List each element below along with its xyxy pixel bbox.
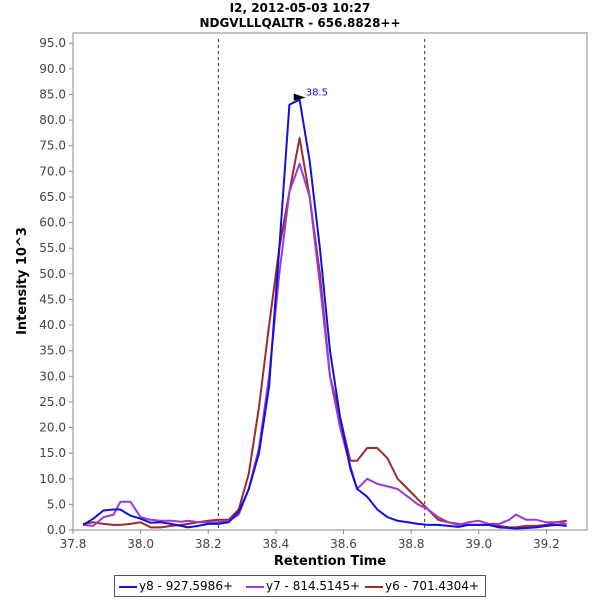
- y-tick-label: 95.0: [39, 36, 66, 50]
- y-tick-label: 65.0: [39, 190, 66, 204]
- y-tick-label: 15.0: [39, 446, 66, 460]
- x-tick-label: 38.0: [127, 537, 154, 551]
- y-tick-label: 85.0: [39, 87, 66, 101]
- legend-item-y8: y8 - 927.5986+: [119, 579, 233, 593]
- y-tick-label: 40.0: [39, 318, 66, 332]
- x-tick-label: 39.0: [465, 537, 492, 551]
- x-tick-label: 38.8: [398, 537, 425, 551]
- legend-label-y8: y8 - 927.5986+: [139, 579, 234, 593]
- y-tick-label: 80.0: [39, 113, 66, 127]
- y-tick-label: 20.0: [39, 421, 66, 435]
- series-line-y7: [83, 162, 567, 527]
- y-tick-label: 30.0: [39, 369, 66, 383]
- y-tick-label: 35.0: [39, 344, 66, 358]
- chart-title: I2, 2012-05-03 10:27: [229, 1, 371, 15]
- y-tick-label: 0.0: [47, 523, 66, 537]
- legend-swatch-y6: [365, 585, 383, 588]
- y-tick-label: 75.0: [39, 139, 66, 153]
- y-tick-label: 60.0: [39, 216, 66, 230]
- y-tick-label: 10.0: [39, 472, 66, 486]
- y-axis-label: Intensity 10^3: [15, 227, 30, 335]
- x-axis-label: Retention Time: [274, 554, 386, 569]
- y-tick-label: 70.0: [39, 164, 66, 178]
- plot-area: [72, 32, 588, 531]
- y-tick-label: 25.0: [39, 395, 66, 409]
- legend-item-y7: y7 - 814.5145+: [246, 579, 360, 593]
- peak-marker-icon: [293, 93, 306, 101]
- y-tick-label: 90.0: [39, 62, 66, 76]
- x-tick-label: 39.2: [533, 537, 560, 551]
- legend-swatch-y8: [119, 585, 137, 588]
- peak-label: 38.5: [306, 88, 328, 99]
- legend-item-y6: y6 - 701.4304+: [365, 579, 479, 593]
- x-tick-label: 38.2: [195, 537, 222, 551]
- y-tick-label: 55.0: [39, 241, 66, 255]
- y-tick-label: 5.0: [47, 497, 66, 511]
- x-tick-label: 37.8: [60, 537, 87, 551]
- y-tick-label: 50.0: [39, 267, 66, 281]
- legend-label-y7: y7 - 814.5145+: [266, 579, 361, 593]
- legend-label-y6: y6 - 701.4304+: [385, 579, 480, 593]
- series-line-y8: [82, 98, 567, 530]
- legend-swatch-y7: [246, 585, 264, 588]
- y-tick-label: 45.0: [39, 292, 66, 306]
- chart-subtitle: NDGVLLLQALTR - 656.8828++: [199, 16, 401, 30]
- x-tick-label: 38.6: [330, 537, 357, 551]
- x-tick-label: 38.4: [263, 537, 290, 551]
- legend: y8 - 927.5986+ y7 - 814.5145+ y6 - 701.4…: [114, 575, 486, 597]
